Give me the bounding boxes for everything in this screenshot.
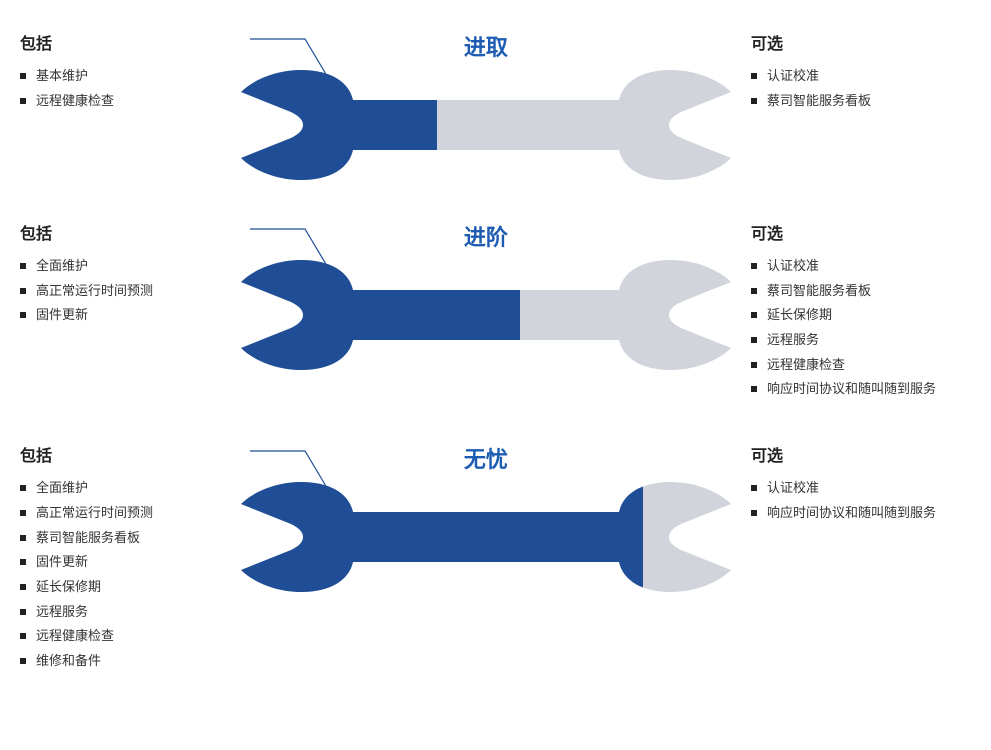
optional-column: 可选 认证校准蔡司智能服务看板 — [731, 30, 971, 113]
tiers.1.optional-item: 延长保修期 — [751, 303, 971, 328]
included-header: 包括 — [20, 220, 221, 244]
tiers.0.included-item: 基本维护 — [20, 64, 221, 89]
tiers.0.included-item: 远程健康检查 — [20, 89, 221, 114]
optional-header: 可选 — [751, 220, 971, 244]
tiers.0.optional-item: 蔡司智能服务看板 — [751, 89, 971, 114]
wrench-graphic — [241, 482, 731, 592]
center-column: 进阶 — [241, 220, 731, 370]
tiers.2.optional-list: 认证校准响应时间协议和随叫随到服务 — [751, 476, 971, 525]
tiers.1.included-list: 全面维护高正常运行时间预测固件更新 — [20, 254, 221, 328]
wrench-graphic — [241, 260, 731, 370]
tiers.0.optional-list: 认证校准蔡司智能服务看板 — [751, 64, 971, 113]
center-column: 进取 — [241, 30, 731, 180]
tiers.2.included-item: 维修和备件 — [20, 649, 221, 674]
optional-header: 可选 — [751, 442, 971, 466]
tier-1: 包括 全面维护高正常运行时间预测固件更新 进阶 可选 认证校准蔡司智能服务看板延… — [20, 220, 971, 402]
tier-title: 进取 — [241, 30, 731, 62]
tiers.0.included-list: 基本维护远程健康检查 — [20, 64, 221, 113]
tiers.1.included-item: 固件更新 — [20, 303, 221, 328]
included-column: 包括 基本维护远程健康检查 — [20, 30, 241, 113]
tiers.2.included-item: 高正常运行时间预测 — [20, 501, 221, 526]
tiers.1.optional-list: 认证校准蔡司智能服务看板延长保修期远程服务远程健康检查响应时间协议和随叫随到服务 — [751, 254, 971, 402]
tiers.1.included-item: 高正常运行时间预测 — [20, 279, 221, 304]
tiers.2.included-item: 远程服务 — [20, 600, 221, 625]
tier-title: 无忧 — [241, 442, 731, 474]
tiers.2.included-item: 蔡司智能服务看板 — [20, 526, 221, 551]
tier-2: 包括 全面维护高正常运行时间预测蔡司智能服务看板固件更新延长保修期远程服务远程健… — [20, 442, 971, 674]
tiers.1.optional-item: 远程健康检查 — [751, 353, 971, 378]
included-column: 包括 全面维护高正常运行时间预测蔡司智能服务看板固件更新延长保修期远程服务远程健… — [20, 442, 241, 674]
tiers.2.included-item: 固件更新 — [20, 550, 221, 575]
tier-0: 包括 基本维护远程健康检查 进取 可选 认证校准蔡司智能服务看板 — [20, 30, 971, 180]
tiers.1.optional-item: 认证校准 — [751, 254, 971, 279]
wrench-graphic — [241, 70, 731, 180]
wrench-icon — [241, 70, 731, 180]
tiers.0.optional-item: 认证校准 — [751, 64, 971, 89]
optional-header: 可选 — [751, 30, 971, 54]
center-column: 无忧 — [241, 442, 731, 592]
tiers.2.optional-item: 认证校准 — [751, 476, 971, 501]
tiers.2.included-list: 全面维护高正常运行时间预测蔡司智能服务看板固件更新延长保修期远程服务远程健康检查… — [20, 476, 221, 674]
tiers.2.included-item: 延长保修期 — [20, 575, 221, 600]
optional-column: 可选 认证校准响应时间协议和随叫随到服务 — [731, 442, 971, 525]
tiers.2.included-item: 远程健康检查 — [20, 624, 221, 649]
included-header: 包括 — [20, 442, 221, 466]
wrench-icon — [241, 482, 731, 592]
wrench-icon — [241, 260, 731, 370]
tiers.2.included-item: 全面维护 — [20, 476, 221, 501]
tiers.1.included-item: 全面维护 — [20, 254, 221, 279]
tiers.1.optional-item: 蔡司智能服务看板 — [751, 279, 971, 304]
tiers.1.optional-item: 响应时间协议和随叫随到服务 — [751, 377, 971, 402]
optional-column: 可选 认证校准蔡司智能服务看板延长保修期远程服务远程健康检查响应时间协议和随叫随… — [731, 220, 971, 402]
tier-title: 进阶 — [241, 220, 731, 252]
tiers.1.optional-item: 远程服务 — [751, 328, 971, 353]
tiers.2.optional-item: 响应时间协议和随叫随到服务 — [751, 501, 971, 526]
included-column: 包括 全面维护高正常运行时间预测固件更新 — [20, 220, 241, 328]
included-header: 包括 — [20, 30, 221, 54]
